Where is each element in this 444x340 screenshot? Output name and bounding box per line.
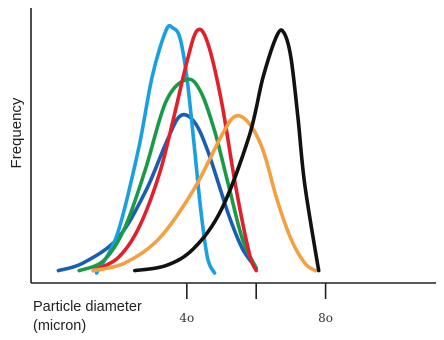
- series-curve-2: [94, 23, 217, 275]
- series-curves: [56, 23, 321, 275]
- x-axis-label-line1: Particle diameter: [33, 299, 142, 315]
- x-tick-label-1: 4o: [179, 311, 194, 325]
- x-ticks: 4o 8o: [179, 283, 333, 325]
- series-curve-3: [77, 77, 258, 273]
- x-axis-label-line2: (micron): [33, 318, 86, 334]
- series-curve-5: [91, 113, 317, 273]
- x-tick-label-3: 8o: [318, 311, 333, 325]
- y-axis-label: Frequency: [8, 97, 25, 168]
- series-curve-4: [91, 27, 258, 273]
- series-curve-6: [133, 28, 321, 273]
- series-curve-1: [56, 112, 258, 273]
